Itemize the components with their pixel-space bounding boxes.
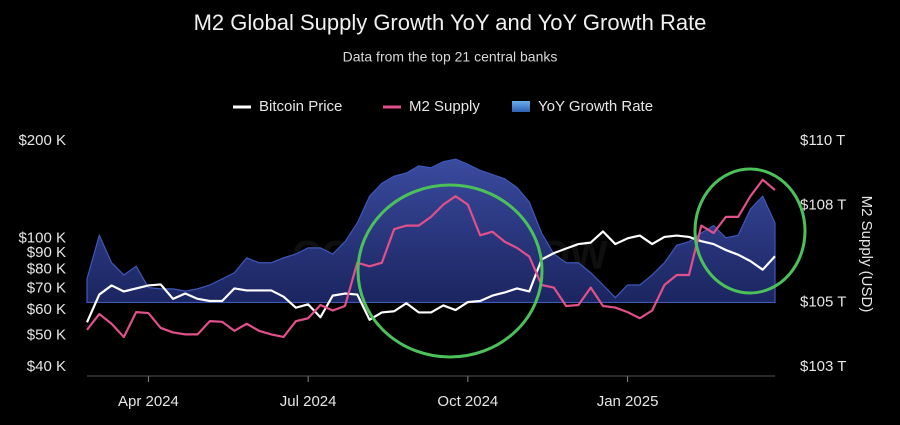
y-tick-label: $70 K xyxy=(27,279,66,296)
chart-title: M2 Global Supply Growth YoY and YoY Grow… xyxy=(194,10,707,35)
legend-swatch xyxy=(512,101,530,112)
y-tick-label: $80 K xyxy=(27,261,66,278)
highlight-circle xyxy=(356,183,544,359)
y2-tick-label: $105 T xyxy=(800,293,846,310)
y2-tick-label: $110 T xyxy=(800,132,845,149)
y2-tick-label: $108 T xyxy=(800,197,846,214)
y-tick-label: $40 K xyxy=(27,358,66,375)
plot-area: $40 K $50 K $60 K $70 K$80 K$90 K$100 K $200… xyxy=(18,98,846,410)
highlight-circle xyxy=(693,167,807,295)
series-line xyxy=(85,230,776,323)
chart-subtitle: Data from the top 21 central banks xyxy=(343,49,558,65)
growth-area xyxy=(86,158,776,304)
legend-label: Bitcoin Price xyxy=(259,98,342,115)
x-tick-label: Jul 2024 xyxy=(280,393,337,410)
y2-tick-label: $103 T xyxy=(800,358,846,375)
y-tick-label: $200 K xyxy=(18,132,66,149)
y-tick-label: $50 K xyxy=(27,327,66,344)
legend-label: YoY Growth Rate xyxy=(538,98,653,115)
y-tick-label: $100 K xyxy=(18,229,66,246)
y-tick-label: $60 K xyxy=(27,301,66,318)
y-tick-label: $90 K xyxy=(27,244,66,261)
series-line xyxy=(86,178,776,339)
legend-label: M2 Supply xyxy=(409,98,480,115)
x-tick-label: Apr 2024 xyxy=(118,393,179,410)
y2-axis-label: M2 Supply (USD) xyxy=(858,196,875,313)
x-tick-label: Jan 2025 xyxy=(597,393,659,410)
x-tick-label: Oct 2024 xyxy=(437,393,498,410)
